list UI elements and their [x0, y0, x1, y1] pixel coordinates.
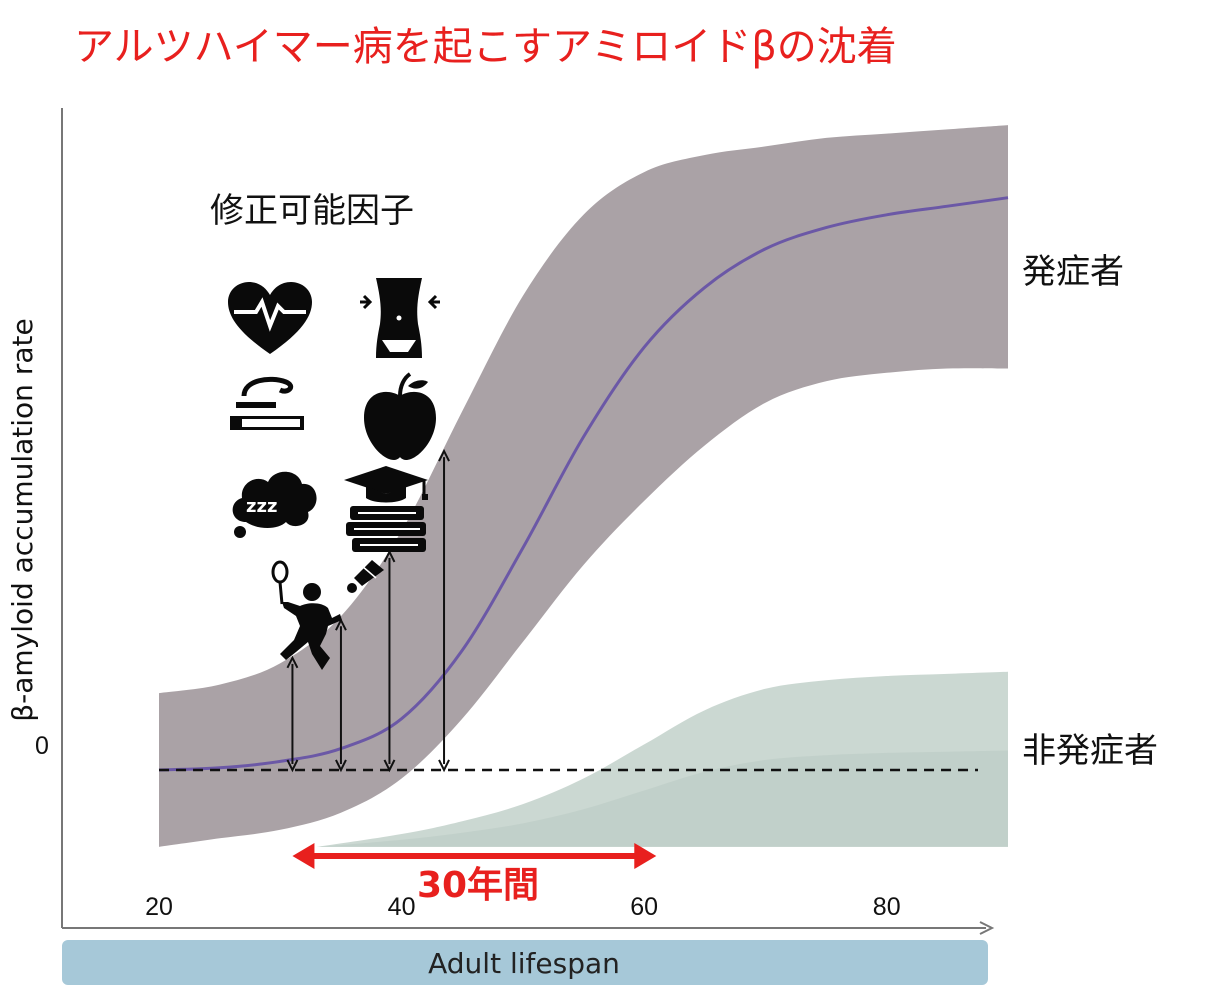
span-arrowhead-right: [634, 843, 657, 869]
rise-arrow: [438, 448, 450, 773]
x-axis-arrowhead: [979, 921, 995, 935]
cigarette-icon: [230, 376, 304, 430]
span-arrowhead-left: [292, 843, 315, 869]
legend-patient: 発症者: [1022, 252, 1124, 292]
legend-nonpatient: 非発症者: [1022, 731, 1158, 771]
graduation-books-icon: [344, 466, 428, 552]
span-label: 30年間: [417, 865, 539, 906]
x-tick-label: 80: [873, 893, 901, 921]
axes: [61, 108, 995, 935]
nonpatient-inner-shade: [316, 750, 1008, 847]
x-tick-label: 20: [145, 893, 173, 921]
thirty-year-span: 30年間: [292, 843, 657, 906]
y-tick-label: 0: [35, 732, 49, 760]
x-tick-label: 40: [388, 893, 416, 921]
y-axis-label: β-amyloid accumulation rate: [6, 318, 39, 721]
chart-title: アルツハイマー病を起こすアミロイドβの沈着: [74, 24, 897, 70]
lifespan-bar: [62, 940, 988, 985]
x-tick-label: 60: [630, 893, 658, 921]
waist-icon: [360, 278, 440, 358]
heart-pulse-icon: [228, 282, 312, 354]
x-axis-label: Adult lifespan: [428, 947, 620, 980]
apple-icon: [364, 372, 436, 460]
x-ticks: 20 40 60 80: [145, 893, 901, 921]
factor-icons: zzz: [228, 278, 440, 670]
badminton-player-icon: [271, 560, 342, 670]
svg-text:zzz: zzz: [246, 496, 277, 517]
rise-arrow: [286, 655, 299, 773]
patient-mean-line: [158, 196, 1009, 772]
shuttlecock-icon: [347, 560, 384, 593]
patient-range-band: [159, 125, 1008, 847]
modifiable-factors-label: 修正可能因子: [210, 191, 414, 231]
sleep-cloud-icon: zzz: [232, 471, 317, 538]
y-ticks: 0: [35, 732, 49, 760]
